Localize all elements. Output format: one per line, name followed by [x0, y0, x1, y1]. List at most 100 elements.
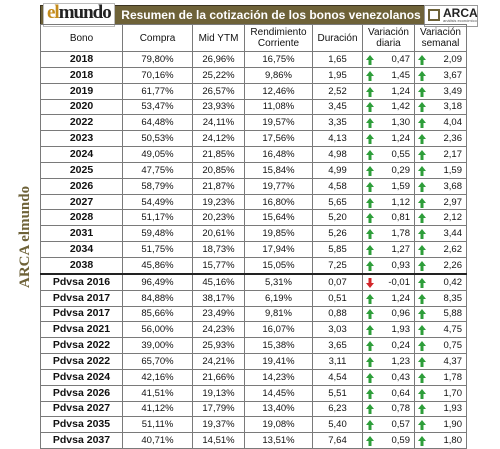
arrow-up-icon: [366, 293, 374, 304]
arrow-up-icon: [418, 372, 426, 383]
variacion-semanal-cell: 4,75: [414, 321, 467, 339]
table-row: 2026 58,79% 21,87% 19,77% 4,58 1,59 3,68: [40, 177, 467, 195]
arca-logo-tagline: análisis económico: [443, 18, 477, 23]
arrow-up-icon: [366, 404, 374, 415]
variation-value: 2,97: [443, 196, 463, 208]
arrow-up-icon: [418, 134, 426, 145]
compra-cell: 50,53%: [122, 130, 193, 148]
duracion-cell: 1,65: [312, 51, 363, 68]
rendimiento-cell: 19,85%: [244, 225, 313, 243]
arrow-up-icon: [366, 197, 374, 208]
rendimiento-cell: 9,81%: [244, 305, 313, 323]
table-row: Pdvsa 2026 41,51% 19,13% 14,45% 5,51 0,64 1,70: [40, 384, 467, 402]
compra-cell: 96,49%: [122, 272, 193, 291]
mid-ytm-cell: 25,93%: [192, 337, 245, 355]
table-row: Pdvsa 2037 40,71% 14,51% 13,51% 7,64 0,59 1,80: [40, 432, 467, 449]
rendimiento-cell: 19,41%: [244, 353, 313, 370]
mid-ytm-cell: 26,57%: [192, 82, 245, 100]
table-row: Pdvsa 2024 42,16% 21,66% 14,23% 4,54 0,43 1,78: [40, 368, 467, 386]
rendimiento-cell: 5,31%: [244, 272, 313, 291]
mid-ytm-cell: 21,66%: [192, 368, 245, 386]
bond-name-cell: Pdvsa 2022: [40, 337, 123, 355]
table-row: 2028 51,17% 20,23% 15,64% 5,20 0,81 2,12: [40, 209, 467, 227]
arrow-up-icon: [418, 293, 426, 304]
table-row: 2018 79,80% 26,96% 16,75% 1,65 0,47 2,09: [40, 51, 467, 68]
arrow-up-icon: [418, 149, 426, 160]
variacion-semanal-cell: 0,75: [414, 337, 467, 355]
table-row: Pdvsa 2027 41,12% 17,79% 13,40% 6,23 0,78 1,93: [40, 400, 467, 418]
arrow-down-icon: [366, 277, 374, 288]
mid-ytm-cell: 26,96%: [192, 51, 245, 68]
variacion-semanal-cell: 4,04: [414, 114, 467, 132]
rendimiento-cell: 16,07%: [244, 321, 313, 339]
compra-cell: 39,00%: [122, 337, 193, 355]
duracion-cell: 4,58: [312, 177, 363, 195]
variacion-diaria-cell: 1,12: [362, 193, 415, 211]
variacion-diaria-cell: 1,23: [362, 353, 415, 370]
bond-name-cell: Pdvsa 2037: [40, 432, 123, 449]
arrow-up-icon: [366, 229, 374, 240]
bond-name-cell: 2028: [40, 209, 123, 227]
logo-mundo-text: mundo: [58, 2, 112, 23]
variation-value: 0,24: [391, 340, 411, 352]
variation-value: 0,75: [443, 340, 463, 352]
variation-value: 2,17: [443, 148, 463, 160]
variation-value: 0,47: [391, 53, 411, 65]
variation-value: 0,96: [391, 308, 411, 320]
duracion-cell: 3,65: [312, 337, 363, 355]
bond-name-cell: 2019: [40, 82, 123, 100]
table-row: 2027 54,49% 19,23% 16,80% 5,65 1,12 2,97: [40, 193, 467, 211]
variacion-semanal-cell: 3,44: [414, 225, 467, 243]
variacion-diaria-cell: 1,93: [362, 321, 415, 339]
variacion-diaria-cell: 1,24: [362, 289, 415, 307]
compra-cell: 49,05%: [122, 146, 193, 163]
bond-name-cell: 2020: [40, 98, 123, 116]
mid-ytm-cell: 19,37%: [192, 416, 245, 434]
mid-ytm-cell: 19,13%: [192, 384, 245, 402]
arrow-up-icon: [418, 277, 426, 288]
table-row: 2020 53,47% 23,93% 11,08% 3,45 1,42 3,18: [40, 98, 467, 116]
rendimiento-cell: 19,08%: [244, 416, 313, 434]
variacion-semanal-cell: 1,90: [414, 416, 467, 434]
rendimiento-cell: 15,38%: [244, 337, 313, 355]
arrow-up-icon: [418, 181, 426, 192]
variation-value: 3,18: [443, 101, 463, 113]
mid-ytm-cell: 21,87%: [192, 177, 245, 195]
table-row: 2025 47,75% 20,85% 15,84% 4,99 0,29 1,59: [40, 161, 467, 179]
col-header-bono: Bono: [40, 24, 123, 52]
duracion-cell: 0,51: [312, 289, 363, 307]
variacion-diaria-cell: 1,78: [362, 225, 415, 243]
mid-ytm-cell: 20,23%: [192, 209, 245, 227]
variacion-diaria-cell: 0,78: [362, 400, 415, 418]
rendimiento-cell: 14,23%: [244, 368, 313, 386]
variacion-semanal-cell: 2,17: [414, 146, 467, 163]
table-row: Pdvsa 2021 56,00% 24,23% 16,07% 3,03 1,93 4,75: [40, 321, 467, 339]
table-row: Pdvsa 2022 39,00% 25,93% 15,38% 3,65 0,24 0,75: [40, 337, 467, 355]
mid-ytm-cell: 24,12%: [192, 130, 245, 148]
duracion-cell: 1,95: [312, 66, 363, 84]
variacion-semanal-cell: 2,97: [414, 193, 467, 211]
variation-value: 0,29: [391, 164, 411, 176]
mid-ytm-cell: 24,11%: [192, 114, 245, 132]
arrow-up-icon: [366, 309, 374, 320]
duracion-cell: 5,85: [312, 241, 363, 258]
variacion-diaria-cell: 1,42: [362, 98, 415, 116]
duracion-cell: 2,52: [312, 82, 363, 100]
compra-cell: 51,75%: [122, 241, 193, 258]
table-row: Pdvsa 2022 65,70% 24,21% 19,41% 3,11 1,23 4,37: [40, 353, 467, 370]
arrow-up-icon: [366, 420, 374, 431]
bond-name-cell: 2034: [40, 241, 123, 258]
variation-value: 3,49: [443, 85, 463, 97]
variacion-diaria-cell: 0,43: [362, 368, 415, 386]
arrow-up-icon: [418, 86, 426, 97]
variacion-diaria-cell: 0,93: [362, 256, 415, 275]
variacion-diaria-cell: 0,96: [362, 305, 415, 323]
arrow-up-icon: [418, 388, 426, 399]
arca-mark-icon: [428, 9, 440, 21]
mid-ytm-cell: 23,49%: [192, 305, 245, 323]
bond-name-cell: 2026: [40, 177, 123, 195]
bond-name-cell: 2038: [40, 256, 123, 275]
variation-value: 0,78: [391, 403, 411, 415]
variacion-semanal-cell: 4,37: [414, 353, 467, 370]
col-header-mid-ytm: Mid YTM: [192, 24, 245, 52]
